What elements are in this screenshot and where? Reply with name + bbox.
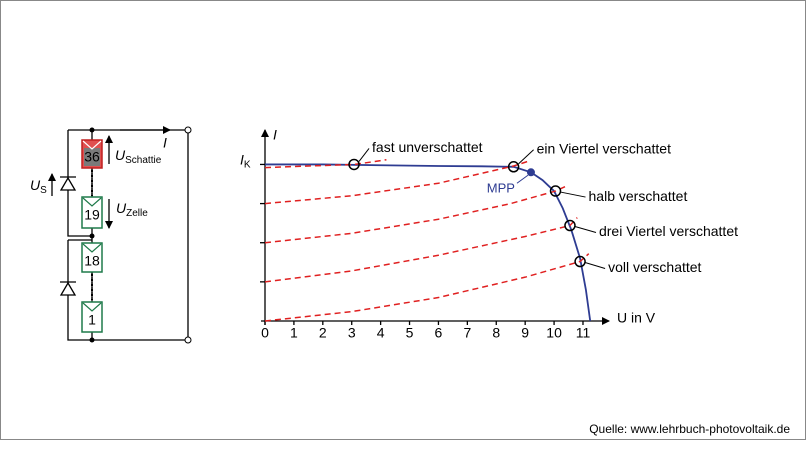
leader-line [516,174,529,184]
y-axis-label: I [273,127,277,143]
symbol: I [240,151,244,167]
shading-curve [264,159,387,169]
x-tick-label: 3 [348,325,356,341]
x-tick-label: 2 [319,325,327,341]
shading-curve [264,185,566,244]
x-tick-label: 10 [546,325,562,341]
symbol: U [116,200,127,216]
leader-line [584,262,606,269]
shading-curve [264,217,578,283]
x-axis-label: U in V [617,310,656,326]
bypass-diode [59,281,77,296]
cell [81,242,103,273]
leader-line [518,149,534,165]
voltage-label: US [30,177,47,196]
shading-curve [264,253,590,322]
subscript: S [40,185,47,196]
cell-mark [82,243,102,253]
terminal [184,336,192,344]
symbol: U [115,147,126,163]
x-tick-label: 8 [492,325,500,341]
shading-curve [264,160,529,205]
annotation: halb verschattet [589,188,688,204]
x-tick-label: 11 [576,325,591,341]
subscript: Zelle [126,208,148,219]
y-tick-label: IK [240,151,251,170]
voltage-label: USchattie [115,147,162,166]
cell-label: 18 [84,253,100,269]
subscript: K [244,159,251,170]
source: Quelle: www.lehrbuch-photovoltaik.de [589,422,790,436]
leader-line [358,148,370,162]
annotation: fast unverschattet [372,139,483,155]
x-tick-label: 6 [435,325,443,341]
subscript: Schattie [125,155,162,166]
leader-line [574,226,597,233]
iv-curve [265,163,592,322]
frame [0,0,806,440]
annotation: ein Viertel verschattet [537,140,671,156]
voltage-label: UZelle [116,200,148,219]
x-tick-label: 7 [463,325,471,341]
circuit: 36 19 18 1 I US USchattie UZelle [30,126,192,344]
terminal [184,126,192,134]
shade [84,148,100,166]
node [89,127,95,133]
node [89,233,95,239]
cell-label: 19 [84,207,100,223]
cell-mark [82,140,102,150]
mpp-point [526,168,535,177]
annotation: voll verschattet [608,259,701,275]
symbol: U [30,177,41,193]
cell [81,301,103,333]
mpp-label: MPP [487,181,515,196]
annotation: drei Viertel verschattet [599,223,738,239]
operating-point [564,219,576,232]
operating-point [549,185,562,197]
x-tick-label: 9 [521,325,529,341]
bypass-diode [59,176,77,191]
node [89,337,95,343]
x-tick-label: 5 [406,325,414,341]
x-tick-label: 1 [290,325,298,341]
cell-mark [82,302,102,312]
operating-point [574,255,586,268]
x-tick-label: 0 [261,325,269,341]
cell-label: 1 [88,312,96,328]
cell-label: 36 [84,149,100,165]
x-tick-label: 4 [377,325,385,341]
operating-point [507,161,520,173]
cell-mark [82,197,102,207]
current-label: I [163,135,167,151]
leader-line [560,191,586,198]
operating-point [348,158,360,171]
cell [81,196,103,229]
